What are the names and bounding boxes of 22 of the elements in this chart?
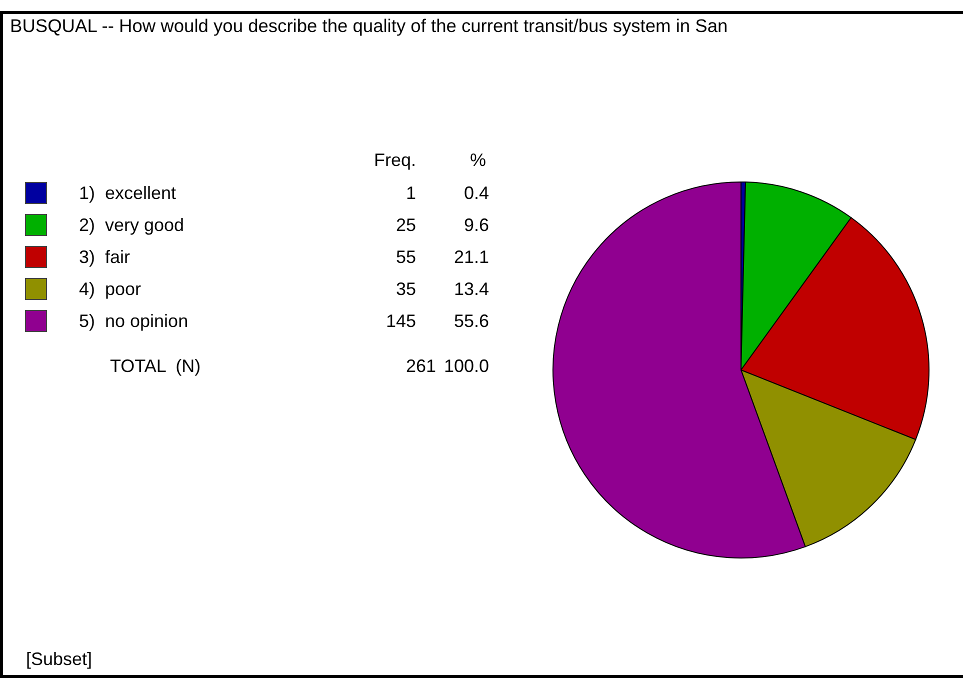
text: 261 (406, 355, 436, 378)
text: % (470, 149, 486, 172)
data-label: 145 (386, 310, 416, 333)
data-label: 1 (406, 182, 416, 205)
text: 100.0 (444, 355, 489, 378)
text: 9.6 (464, 214, 489, 237)
legend-label: 1) excellent (79, 182, 176, 205)
text: 0.4 (464, 182, 489, 205)
legend-label: 4) poor (79, 278, 142, 301)
text: 55.6 (454, 310, 489, 333)
text: 13.4 (454, 278, 489, 301)
text: 21.1 (454, 246, 489, 269)
legend-label: 5) no opinion (79, 310, 188, 333)
legend-label: 3) fair (79, 246, 130, 269)
chart-title: BUSQUAL -- How would you describe the quality of the current transit/bus system in San (10, 14, 728, 38)
data-label: 55 (396, 246, 416, 269)
legend-label: 2) very good (79, 214, 184, 237)
data-label: 25 (396, 214, 416, 237)
text: TOTAL (N) (110, 355, 201, 378)
text: Freq. (374, 149, 416, 172)
text: [Subset] (26, 648, 92, 671)
data-label: 35 (396, 278, 416, 301)
